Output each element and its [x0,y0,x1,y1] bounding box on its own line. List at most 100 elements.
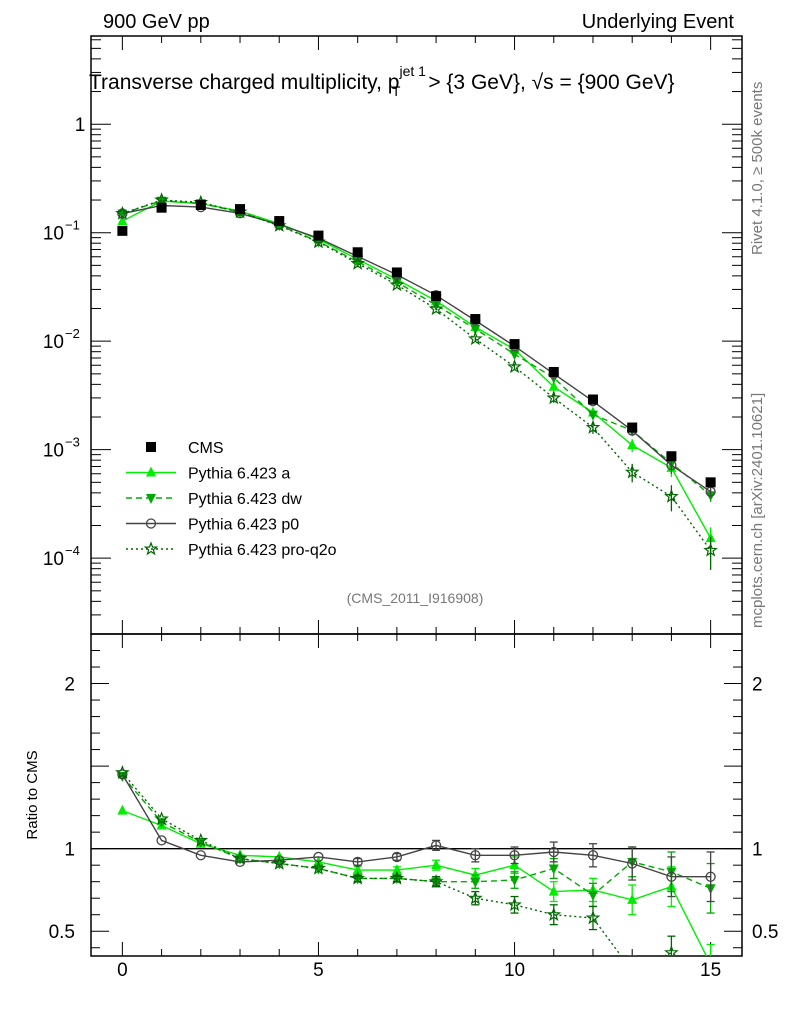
ratio-point-pythia-6-423-pro-q2o [154,811,169,826]
ratio-point-pythia-6-423-a [509,859,520,870]
ratio-point-pythia-6-423-pro-q2o [467,890,483,905]
ratio-point-pythia-6-423-a [470,869,481,880]
ratio-point-pythia-6-423-p0 [352,856,363,868]
main-plot-series [115,192,718,570]
x-tick-label: 15 [700,960,721,981]
ratio-point-pythia-6-423-pro-q2o [428,873,444,888]
ratio-point-pythia-6-423-pro-q2o [507,897,522,912]
series-line-pythia-6-423-pro-q2o [122,199,712,551]
title-suffix: > {3 GeV}, √s = {900 GeV} [422,71,674,94]
point-pythia-6-423-dw [156,196,167,207]
ratio-point-pythia-6-423-p0 [156,835,167,846]
point-pythia-6-423-a [548,380,559,391]
point-pythia-6-423-a [627,439,638,450]
point-cms [627,422,638,433]
ratio-line-pythia-6-423-pro-q2o [121,772,678,956]
ratio-point-pythia-6-423-pro-q2o [311,860,326,875]
point-cms [431,291,442,302]
ratio-point-pythia-6-423-pro-q2o [627,965,638,976]
ratio-point-pythia-6-423-p0 [195,850,206,861]
legend-marker [146,494,156,504]
series-line-pythia-6-423-a [122,200,712,539]
ratio-point-pythia-6-423-p0 [627,858,638,869]
ratio-point-pythia-6-423-a [117,804,128,815]
ratio-axis-label: Ratio to CMS [24,750,41,839]
ratio-point-pythia-6-423-p0 [470,850,481,861]
ratio-tick-label-right: 1 [752,840,763,861]
ratio-plot-frame [90,633,743,957]
ratio-point-pythia-6-423-dw [548,864,559,875]
legend-label: CMS [188,440,224,457]
ratio-point-pythia-6-423-pro-q2o [585,910,601,925]
ratio-point-pythia-6-423-p0 [430,840,442,851]
legend-label: Pythia 6.423 a [188,466,290,483]
y-tick-label: 10 [43,549,64,570]
ratio-point-pythia-6-423-dw [470,877,481,888]
title-superscript: jet 1 [398,63,426,79]
ratio-point-pythia-6-423-pro-q2o [350,870,366,885]
ratio-point-pythia-6-423-a [352,864,363,875]
y-tick-exponent: −2 [65,326,80,341]
point-pythia-6-423-pro-q2o [703,542,718,557]
y-tick-label: 1 [75,115,86,136]
ratio-point-pythia-6-423-dw [509,876,520,887]
point-cms [391,267,402,278]
point-pythia-6-423-dw [509,350,520,361]
ratio-point-pythia-6-423-pro-q2o [664,944,679,956]
chart-title: Transverse charged multiplicity, pjet 1 T… [89,63,675,99]
point-pythia-6-423-dw [431,301,442,312]
point-pythia-6-423-pro-q2o [154,192,169,207]
point-pythia-6-423-dw [391,278,402,289]
ratio-line-pythia-6-423-a [122,810,708,956]
ratio-point-pythia-6-423-p0 [509,850,520,861]
point-pythia-6-423-pro-q2o [664,488,679,503]
point-cms [235,204,246,215]
ratio-point-pythia-6-423-a [548,885,559,896]
point-cms [587,394,598,405]
legend-marker [146,466,156,477]
point-pythia-6-423-a [117,215,128,226]
point-pythia-6-423-pro-q2o [115,205,130,220]
series-line-pythia-6-423-p0 [122,204,711,493]
ratio-point-pythia-6-423-p0 [234,856,246,868]
point-cms [313,230,324,241]
x-tick-label: 0 [117,960,128,981]
ratio-point-pythia-6-423-p0 [666,871,677,882]
x-tick-label: 5 [313,960,324,981]
y-tick-exponent: −1 [65,218,80,233]
ratio-tick-label: 2 [64,675,75,696]
ratio-plot-series [91,764,742,976]
point-cms [509,339,520,350]
point-cms [548,366,559,377]
legend-marker [143,541,159,556]
rivet-version-label: Rivet 4.1.0, ≥ 500k events [749,82,766,255]
point-pythia-6-423-pro-q2o [428,301,444,316]
ratio-point-pythia-6-423-a [391,864,402,875]
point-pythia-6-423-pro-q2o [468,331,483,346]
ratio-tick-label-right: 2 [752,675,763,696]
y-tick-exponent: −4 [65,543,80,558]
point-pythia-6-423-dw [587,410,598,421]
ratio-point-pythia-6-423-a [431,859,442,870]
ratio-line-pythia-6-423-p0 [121,774,711,878]
y-tick-label: 10 [43,224,64,245]
axis-ticks [91,36,742,956]
point-cms [666,451,677,462]
ratio-tick-label: 0.5 [49,922,75,943]
ratio-point-pythia-6-423-pro-q2o [193,832,209,847]
ratio-line-pythia-6-423-dw [121,775,711,896]
legend: CMS Pythia 6.423 a Pythia 6.423 dw Pythia 6… [126,440,337,559]
point-cms [274,216,285,227]
ratio-point-pythia-6-423-a [627,893,638,904]
ratio-point-pythia-6-423-p0 [391,851,403,863]
ratio-point-pythia-6-423-dw [587,890,598,901]
mcplots-source-label: mcplots.cern.ch [arXiv:2401.10621] [749,393,766,628]
point-pythia-6-423-pro-q2o [585,419,601,434]
header-right-label: Underlying Event [582,11,735,33]
legend-marker [146,442,156,452]
y-tick-exponent: −3 [65,435,80,450]
point-cms [352,247,363,258]
legend-marker [145,518,157,529]
legend-label: Pythia 6.423 dw [188,491,302,508]
